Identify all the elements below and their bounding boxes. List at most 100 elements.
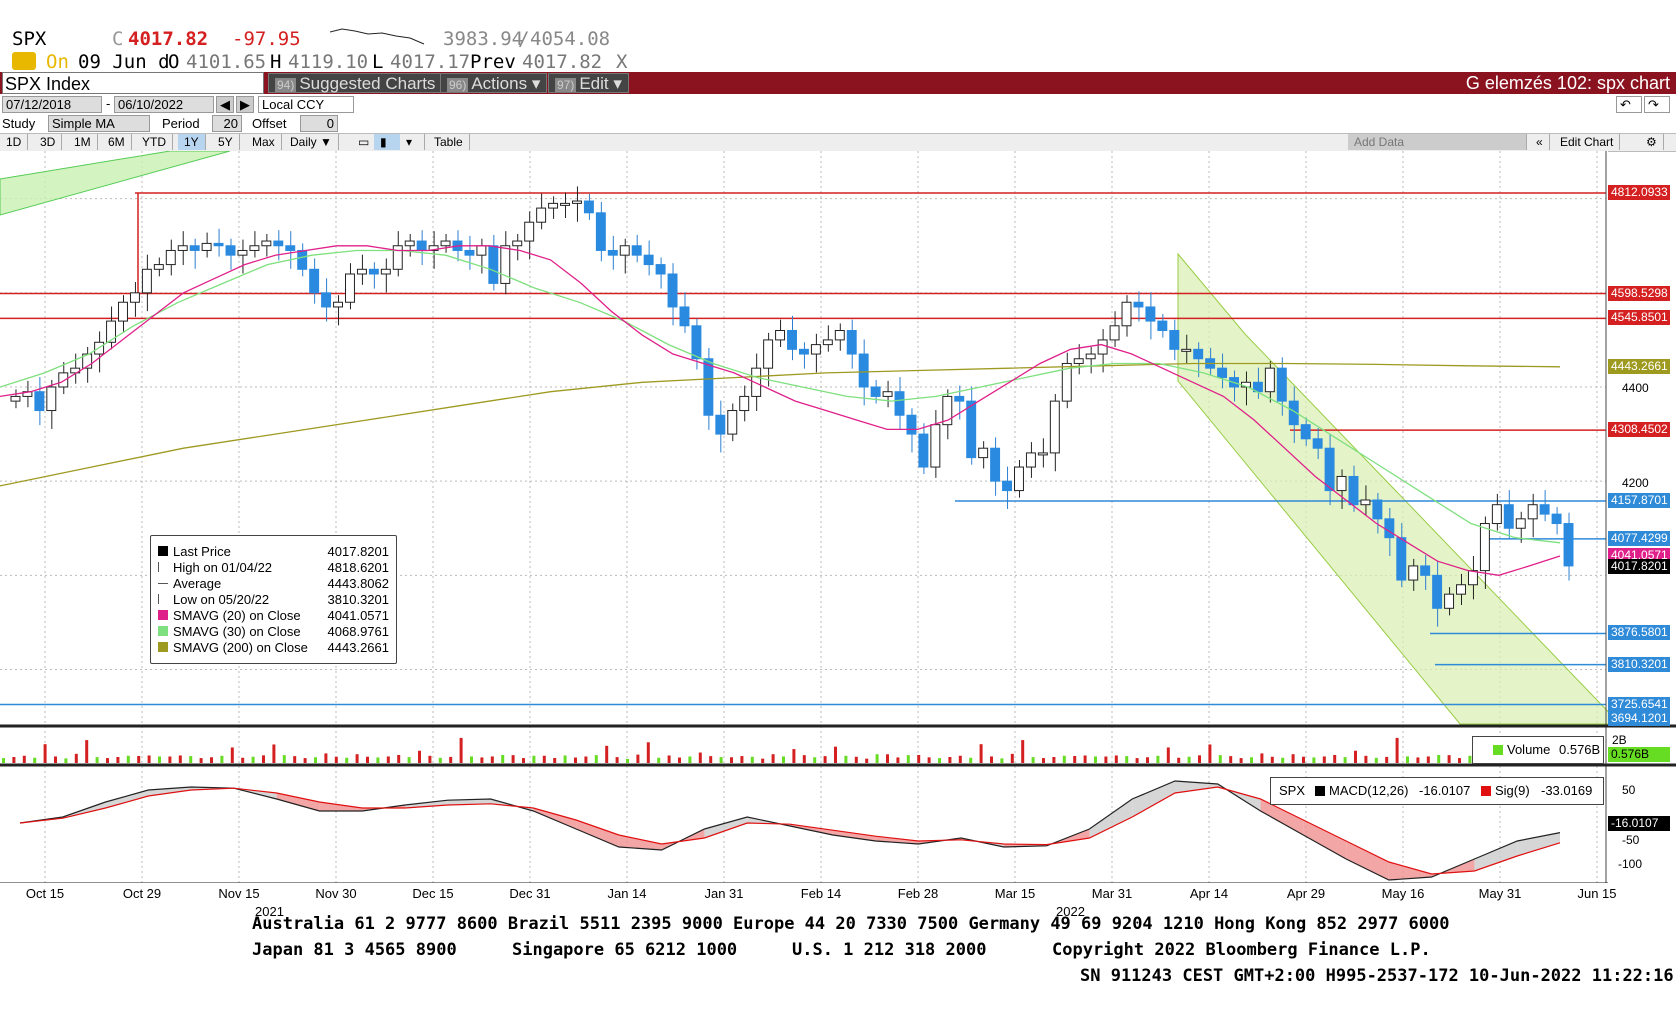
macd-legend: SPX MACD(12,26) -16.0107 Sig(9) -33.0169	[1270, 777, 1604, 805]
legend-sma200: SMAVG (200) on Close 4443.2661	[155, 640, 391, 655]
tab-max[interactable]: Max	[246, 134, 282, 150]
macd-fill	[1132, 781, 1175, 817]
candle-body	[858, 353, 869, 388]
price-tag: 4157.8701	[1608, 493, 1670, 508]
price-tag: 3810.3201	[1608, 656, 1670, 672]
volume-bar	[1166, 747, 1170, 763]
edit-chart-button[interactable]: Edit Chart	[1554, 134, 1621, 150]
volume-bar	[1426, 756, 1430, 763]
security-field[interactable]: SPX Index	[2, 72, 264, 94]
price-chart[interactable]	[0, 151, 1676, 883]
back-arrow-icon[interactable]: ◀	[216, 96, 234, 113]
volume-bar	[1250, 757, 1253, 763]
volume-bar	[678, 757, 681, 763]
candle-body	[1515, 518, 1526, 529]
volume-bar	[85, 740, 89, 763]
volume-bar	[938, 758, 941, 763]
signal-line	[19, 786, 1561, 875]
suggested-charts-button[interactable]: 94) Suggested Charts	[268, 73, 443, 93]
offset-field[interactable]: 0	[300, 115, 338, 132]
volume-bar	[719, 757, 723, 763]
tab-1d[interactable]: 1D	[0, 134, 29, 150]
last-prefix: C	[112, 28, 124, 50]
y-tick-4400: 4400	[1622, 381, 1649, 395]
study-select[interactable]: Simple MA	[48, 115, 150, 132]
candle-body	[476, 245, 487, 256]
candle-body	[118, 301, 128, 322]
volume-bar	[553, 757, 557, 763]
legend-low: Low on 05/20/22 3810.3201	[155, 592, 391, 607]
dropdown-icon[interactable]: ▾	[400, 134, 425, 150]
volume-bar	[906, 755, 910, 763]
edit-button[interactable]: 97) Edit ▾	[548, 73, 629, 93]
candle-body	[607, 249, 618, 256]
volume-bar	[272, 744, 276, 763]
live-clock-icon[interactable]	[12, 52, 36, 70]
macd-line	[19, 780, 1561, 881]
candle-body	[691, 325, 702, 360]
forward-arrow-icon[interactable]: ▶	[236, 96, 254, 113]
volume-bar	[449, 756, 453, 763]
price-tag: 4077.4299	[1608, 530, 1670, 546]
candle-body	[882, 391, 893, 397]
volume-bar	[470, 756, 473, 763]
macd-fill	[1346, 841, 1389, 880]
sma30-line	[0, 249, 1561, 544]
redo-icon[interactable]: ↷	[1644, 96, 1670, 113]
close-quote-icon[interactable]: X	[616, 51, 628, 73]
actions-num: 96)	[447, 78, 469, 92]
suggested-label: Suggested Charts	[299, 74, 436, 93]
volume-bar	[262, 755, 265, 763]
candle-body	[58, 372, 69, 388]
volume-bar	[792, 749, 796, 763]
tab-1m[interactable]: 1M	[68, 134, 98, 150]
candle-body	[1014, 466, 1024, 492]
macd-fill	[704, 817, 748, 838]
tab-ytd[interactable]: YTD	[136, 134, 173, 150]
price-tag: 4308.4502	[1608, 422, 1670, 438]
macd-tick-50: 50	[1622, 783, 1636, 797]
actions-button[interactable]: 96) Actions ▾	[440, 73, 548, 93]
macd-fill	[1260, 799, 1304, 835]
undo-icon[interactable]: ↶	[1616, 96, 1642, 113]
tab-5y[interactable]: 5Y	[212, 134, 240, 150]
table-button[interactable]: Table	[428, 134, 470, 150]
candle-body	[1467, 570, 1478, 586]
add-data-field[interactable]: Add Data	[1348, 134, 1527, 150]
candle-body	[1169, 330, 1180, 350]
date-to-field[interactable]: 06/10/2022	[114, 96, 214, 113]
candle-body	[954, 395, 965, 402]
volume-bar	[802, 755, 806, 763]
legend-swatch	[158, 642, 168, 652]
candle-body	[1073, 358, 1084, 364]
macd-value: -16.0107	[1419, 783, 1471, 798]
price-tag: 4598.5298	[1608, 285, 1670, 301]
collapse-icon[interactable]: «	[1530, 134, 1550, 150]
macd-fill	[1474, 841, 1518, 871]
settings-icon[interactable]: ⚙	[1640, 134, 1664, 150]
candle-body	[548, 202, 559, 209]
date-from-field[interactable]: 07/12/2018	[2, 96, 102, 113]
tab-3d[interactable]: 3D	[34, 134, 63, 150]
volume-bar	[657, 757, 661, 763]
candle-body	[727, 410, 738, 435]
macd-fill	[405, 800, 448, 808]
candle-body	[978, 447, 989, 459]
chart-legend[interactable]: Last Price 4017.8201 High on 01/04/22 4818…	[150, 535, 397, 664]
tab-6m[interactable]: 6M	[102, 134, 132, 150]
frequency-select[interactable]: Daily ▼	[284, 134, 339, 150]
period-field[interactable]: 20	[212, 115, 242, 132]
candle-body	[129, 292, 140, 303]
currency-select[interactable]: Local CCY	[258, 96, 354, 113]
candle-body	[1217, 367, 1228, 379]
volume-bar	[418, 750, 421, 763]
volume-bar	[522, 758, 525, 763]
volume-tick-2b: 2B	[1612, 733, 1627, 747]
volume-bar	[990, 756, 993, 763]
volume-bar	[1270, 756, 1274, 763]
candle-body	[834, 330, 845, 341]
candle-body	[512, 240, 523, 247]
tab-1y[interactable]: 1Y	[178, 134, 206, 150]
candle-body	[1432, 574, 1443, 609]
on-label: On	[46, 51, 69, 73]
